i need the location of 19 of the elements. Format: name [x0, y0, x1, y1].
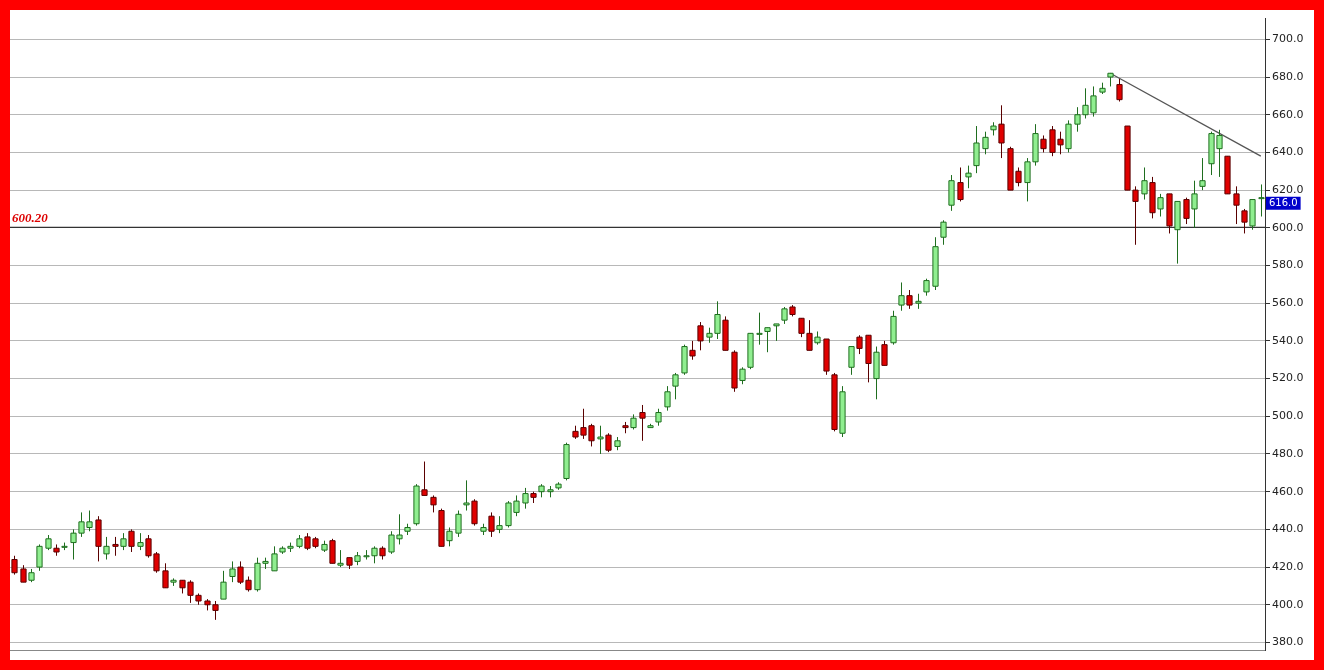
y-tick-label: 520.0 — [1272, 371, 1304, 385]
y-tick-label: 640.0 — [1272, 145, 1304, 159]
y-tick-label: 580.0 — [1272, 258, 1304, 272]
ref-line-label: 600.20 — [12, 210, 49, 226]
y-tick-label: 380.0 — [1272, 635, 1304, 649]
y-tick-label: 600.0 — [1272, 220, 1304, 234]
y-tick-label: 700.0 — [1272, 32, 1304, 46]
y-tick-label: 680.0 — [1272, 69, 1304, 83]
y-tick-label: 660.0 — [1272, 107, 1304, 121]
y-tick-label: 440.0 — [1272, 522, 1304, 536]
y-tick-label: 540.0 — [1272, 333, 1304, 347]
y-tick-label: 500.0 — [1272, 409, 1304, 423]
y-tick-label: 560.0 — [1272, 296, 1304, 310]
text: 616.0 — [1269, 196, 1298, 208]
y-tick-label: 620.0 — [1272, 182, 1304, 196]
y-tick-label: 460.0 — [1272, 484, 1304, 498]
y-tick-label: 480.0 — [1272, 446, 1304, 460]
y-tick-label: 400.0 — [1272, 597, 1304, 611]
y-tick-label: 420.0 — [1272, 559, 1304, 573]
